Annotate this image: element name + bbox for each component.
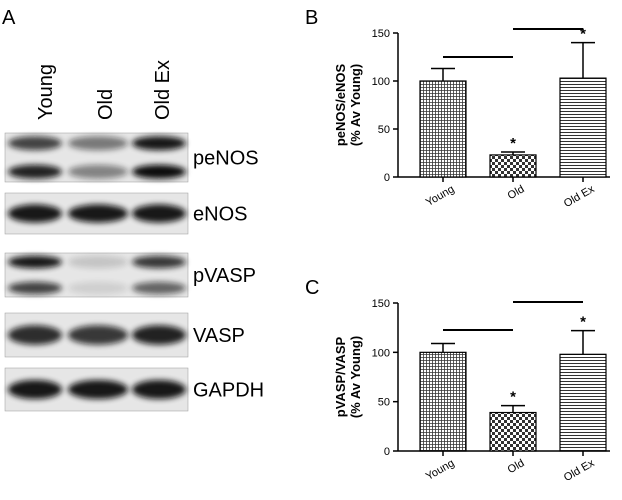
significance-marker: *	[580, 314, 586, 331]
panel-label: B	[305, 7, 318, 29]
bar	[419, 80, 467, 178]
band-label: pVASP	[193, 265, 256, 287]
blot-band	[68, 379, 128, 400]
blot-strip	[4, 367, 189, 412]
blot-band	[8, 136, 62, 151]
blot-band	[68, 281, 128, 295]
blot-band	[132, 281, 186, 295]
western-blot: A Young Old Old Ex peNOS eNOS pVASP VASP GAPDH	[2, 7, 264, 412]
y-axis-label: (% Av Young)	[348, 336, 363, 418]
blot-strip	[4, 312, 189, 358]
lane-label: Old	[95, 89, 117, 120]
x-tick-label: Young	[424, 457, 457, 483]
significance-marker: *	[510, 135, 516, 152]
y-axis-label: pVASP/VASP	[333, 336, 348, 417]
blot-band	[8, 325, 62, 345]
error-bar	[571, 329, 595, 355]
blot-band	[68, 164, 128, 179]
bar	[489, 154, 537, 178]
blot-band	[132, 325, 186, 345]
y-tick-label: 150	[372, 28, 390, 40]
y-tick-label: 150	[372, 298, 390, 310]
blot-band	[132, 164, 186, 179]
blot-band	[132, 204, 186, 223]
error-bar	[431, 342, 455, 353]
error-bar	[501, 151, 525, 155]
significance-marker: *	[580, 26, 586, 43]
blot-band	[8, 255, 62, 269]
blot-band	[8, 204, 62, 223]
blot-band	[132, 255, 186, 269]
blot-strip	[4, 252, 189, 298]
error-bar	[431, 67, 455, 81]
blot-strip	[4, 132, 189, 183]
band-label: peNOS	[193, 148, 259, 170]
bar	[559, 353, 607, 452]
significance-marker: *	[510, 389, 516, 406]
blot-band	[68, 136, 128, 151]
x-tick-label: Old Ex	[562, 457, 597, 484]
blot-band	[68, 325, 128, 345]
y-axis-label: (% Av Young)	[348, 64, 363, 146]
blot-band	[8, 379, 62, 400]
y-tick-label: 100	[372, 76, 390, 88]
bar	[489, 411, 537, 452]
panel-label: A	[2, 7, 16, 29]
error-bar	[501, 404, 525, 413]
blot-band	[132, 136, 186, 151]
band-label: GAPDH	[193, 380, 264, 402]
lane-label: Young	[35, 64, 57, 120]
y-tick-label: 0	[384, 172, 390, 184]
x-tick-label: Old	[506, 183, 527, 202]
blot-band	[68, 255, 128, 269]
x-tick-label: Young	[424, 183, 457, 209]
blot-band	[8, 164, 62, 179]
blot-band	[68, 204, 128, 223]
bar	[419, 351, 467, 452]
y-axis-label: peNOS/eNOS	[333, 63, 348, 146]
blot-band	[8, 281, 62, 295]
error-bar	[571, 41, 595, 79]
x-tick-label: Old	[506, 457, 527, 476]
bar	[559, 77, 607, 178]
band-label: VASP	[193, 325, 245, 347]
blot-band	[132, 379, 186, 400]
lane-label: Old Ex	[152, 60, 174, 120]
band-label: eNOS	[193, 204, 247, 226]
panel-label: C	[305, 277, 319, 299]
y-tick-label: 100	[372, 347, 390, 359]
y-tick-label: 50	[378, 397, 390, 409]
blot-strip	[4, 192, 189, 235]
x-tick-label: Old Ex	[562, 183, 597, 210]
y-tick-label: 50	[378, 124, 390, 136]
y-tick-label: 0	[384, 446, 390, 458]
